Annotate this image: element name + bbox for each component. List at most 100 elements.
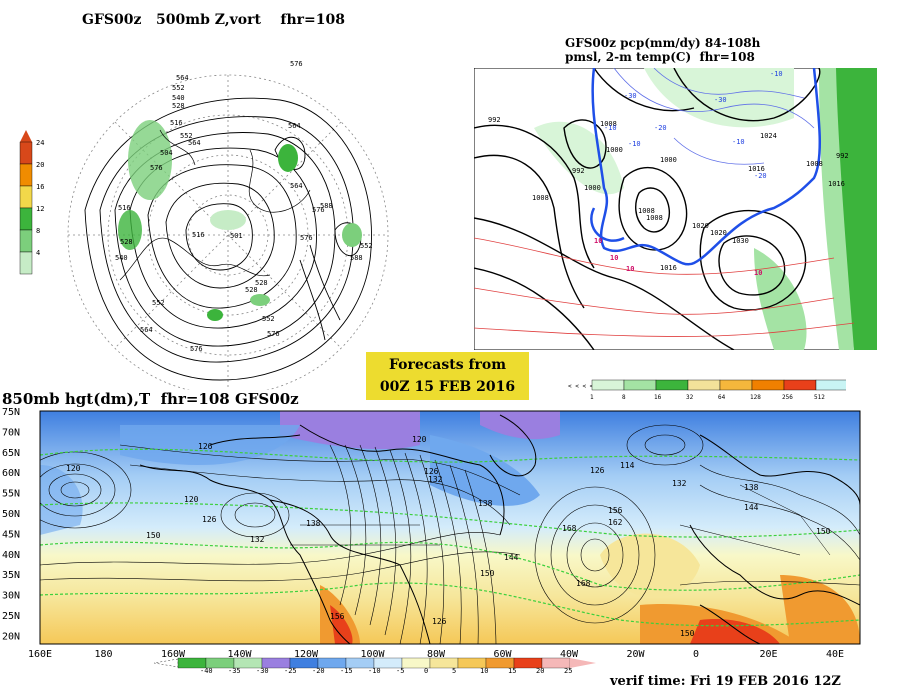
pressure-label: 1016 — [748, 165, 765, 173]
contour-label: 552 — [180, 132, 193, 140]
colorbar-tick: 8 — [622, 394, 626, 401]
height-label: 126 — [590, 466, 605, 475]
colorbar-swatch — [591, 379, 625, 391]
height-label: 126 — [202, 515, 217, 524]
colorbar-tick: -25 — [284, 667, 297, 673]
colorbar-swatch — [623, 379, 657, 391]
colorbar-tick: 32 — [686, 394, 694, 401]
lon-label: 160W — [161, 649, 186, 660]
lon-label: 60W — [494, 649, 513, 660]
colorbar-tick: 512 — [814, 394, 825, 401]
contour-label: 576 — [312, 206, 325, 214]
temp-label-red: 10 — [754, 269, 762, 277]
colorbar-swatch — [19, 251, 33, 275]
pcp-title-line1: GFS00z pcp(mm/dy) 84-108h — [565, 36, 761, 50]
lat-label: 50N — [2, 509, 20, 520]
temp-label-blue: -10 — [604, 124, 617, 132]
colorbar-swatch — [19, 207, 33, 231]
height-label: 120 — [412, 435, 427, 444]
lon-label: 80W — [427, 649, 446, 660]
panel-850mb-title: 850mb hgt(dm),T fhr=108 GFS00z — [2, 390, 299, 408]
lat-label: 70N — [2, 427, 20, 438]
height-label: 156 — [608, 506, 623, 515]
pressure-label: 1000 — [660, 156, 677, 164]
height-contours-500mb — [84, 97, 372, 381]
colorbar-swatch — [19, 229, 33, 253]
pressure-label: 1030 — [732, 237, 749, 245]
lon-label: 40W — [560, 649, 579, 660]
lat-label: 65N — [2, 448, 20, 459]
contour-label: 552 — [360, 242, 373, 250]
height-label: 120 — [66, 464, 81, 473]
contour-label: 588 — [320, 202, 333, 210]
colorbar-tick: 12 — [36, 205, 44, 213]
lat-label: 60N — [2, 468, 20, 479]
lat-label: 45N — [2, 529, 20, 540]
colorbar-tick: 1 — [590, 394, 594, 401]
colorbar-arrow-left — [153, 658, 179, 668]
pressure-contours — [474, 68, 821, 350]
colorbar-tick: 24 — [36, 139, 44, 147]
contour-label: 564 — [140, 326, 153, 334]
pressure-label: 1008 — [600, 120, 617, 128]
height-label: 168 — [576, 579, 591, 588]
pressure-label: 992 — [488, 116, 501, 124]
contour-label: 528 — [245, 286, 258, 294]
pressure-label: 1008 — [532, 194, 549, 202]
height-label: 132 — [428, 475, 443, 484]
colorbar-tick: -30 — [256, 667, 269, 673]
height-label: 150 — [816, 527, 831, 536]
colorbar-swatch — [783, 379, 817, 391]
colorbar-tick: 4 — [36, 249, 40, 257]
colorbar-tick: -20 — [312, 667, 325, 673]
contour-label: 516 — [192, 231, 205, 239]
precip-map: 992 1008 1000 992 1008 1000 1008 1016 1020 1024 10… — [474, 68, 877, 350]
verif-time: verif time: Fri 19 FEB 2016 12Z — [610, 674, 841, 689]
colorbar-tick: 0 — [424, 667, 428, 673]
contour-label: 564 — [290, 182, 303, 190]
colorbar-arrow — [20, 130, 32, 142]
pressure-label: 1000 — [584, 184, 601, 192]
lon-label: 180 — [95, 649, 113, 660]
lon-label: 20W — [627, 649, 646, 660]
colorbar-tick: 128 — [750, 394, 761, 401]
vorticity-shading — [118, 120, 362, 321]
contour-label: 516 — [170, 119, 183, 127]
height-label: 138 — [306, 519, 321, 528]
height-label: 132 — [250, 535, 265, 544]
colorbar-tick: 15 — [508, 667, 516, 673]
temp-label-red: 10 — [626, 265, 634, 273]
pressure-label: 992 — [572, 167, 585, 175]
colorbar-swatch — [19, 141, 33, 165]
contour-label: 540 — [115, 254, 128, 262]
pressure-label: 1020 — [710, 229, 727, 237]
height-label: 150 — [480, 569, 495, 578]
contour-label: 564 — [176, 74, 189, 82]
colorbar-tick: 20 — [536, 667, 544, 673]
pressure-label: 1016 — [828, 180, 845, 188]
colorbar-tick: -10 — [368, 667, 381, 673]
pressure-label: 1000 — [606, 146, 623, 154]
colorbar-swatch — [19, 185, 33, 209]
forecast-banner: Forecasts from 00Z 15 FEB 2016 — [366, 352, 529, 400]
colorbar-tick: -5 — [396, 667, 404, 673]
lat-label: 40N — [2, 550, 20, 561]
colorbar-swatch — [687, 379, 721, 391]
contour-label: 528 — [120, 238, 133, 246]
colorbar-arrow-right — [570, 658, 596, 668]
lat-label: 20N — [2, 631, 20, 642]
contour-label: 552 — [172, 84, 185, 92]
colorbar-swatch — [19, 163, 33, 187]
map-850mb: 75N 70N 65N 60N 55N 50N 45N 40N 35N 30N 25N 20N 160E… — [2, 407, 861, 660]
banner-line1: Forecasts from — [388, 357, 507, 373]
lat-label: 25N — [2, 611, 20, 622]
contour-label: 540 — [172, 94, 185, 102]
pressure-label: 1020 — [692, 222, 709, 230]
contour-label: 576 — [150, 164, 163, 172]
contour-label: 576 — [300, 234, 313, 242]
colorbar-tick: 256 — [782, 394, 793, 401]
temp-contours-blue — [613, 68, 815, 165]
lat-label: 55N — [2, 489, 20, 500]
lon-label: 120W — [294, 649, 319, 660]
temp-label-blue: -20 — [654, 124, 667, 132]
